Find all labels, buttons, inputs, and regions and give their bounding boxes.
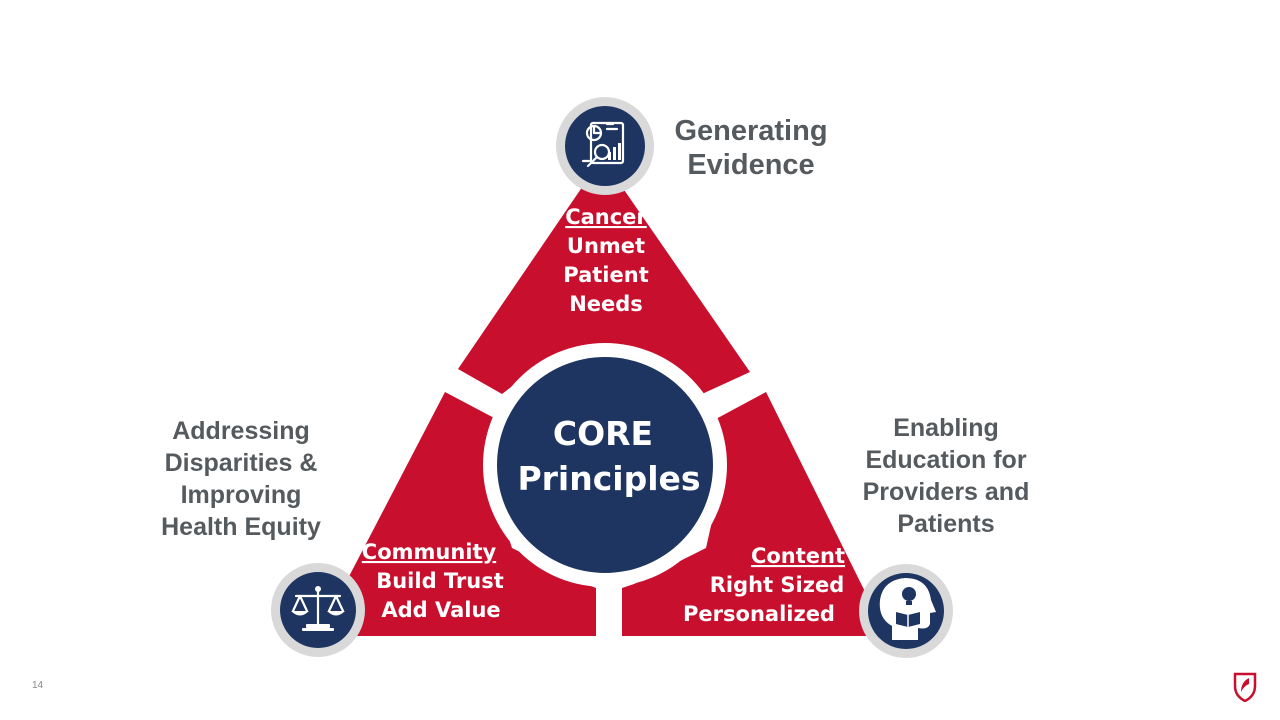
segment-left-line: Build Trust [376, 569, 504, 593]
outer-label-right: Enabling [893, 414, 999, 442]
outer-label-right: Patients [897, 510, 994, 538]
outer-label-left: Disparities & [165, 449, 318, 477]
segment-left-community [318, 392, 596, 636]
outer-label-right: Providers and [863, 478, 1030, 506]
segment-top-line: Needs [569, 292, 643, 316]
segment-top-line: Unmet [567, 234, 645, 258]
segment-top-line: Patient [563, 263, 648, 287]
outer-label-right: Education for [865, 446, 1026, 474]
segment-right-line: Right Sized [710, 573, 845, 597]
page-number: 14 [32, 680, 44, 691]
segment-right-line: Personalized [683, 602, 835, 626]
outer-label-left: Health Equity [161, 513, 321, 541]
segment-top-cancer [458, 158, 750, 394]
segment-left-title: Community [362, 540, 497, 564]
shield-logo-icon [1233, 672, 1257, 702]
outer-label-top: Generating [674, 115, 827, 147]
segment-right-content [622, 392, 887, 636]
center-circle [497, 357, 713, 573]
segment-left-line: Add Value [381, 598, 500, 622]
scales-of-justice-icon [271, 563, 365, 657]
head-lightbulb-book-icon [859, 564, 953, 658]
segment-top-title: Cancer [565, 205, 647, 229]
segment-right-title: Content [751, 544, 845, 568]
outer-label-left: Improving [181, 481, 302, 509]
outer-label-left: Addressing [172, 417, 310, 445]
data-report-magnifier-icon [556, 97, 654, 195]
center-title-line1: CORE [553, 414, 653, 453]
center-title-line2: Principles [517, 459, 700, 498]
outer-label-top: Evidence [687, 149, 814, 181]
